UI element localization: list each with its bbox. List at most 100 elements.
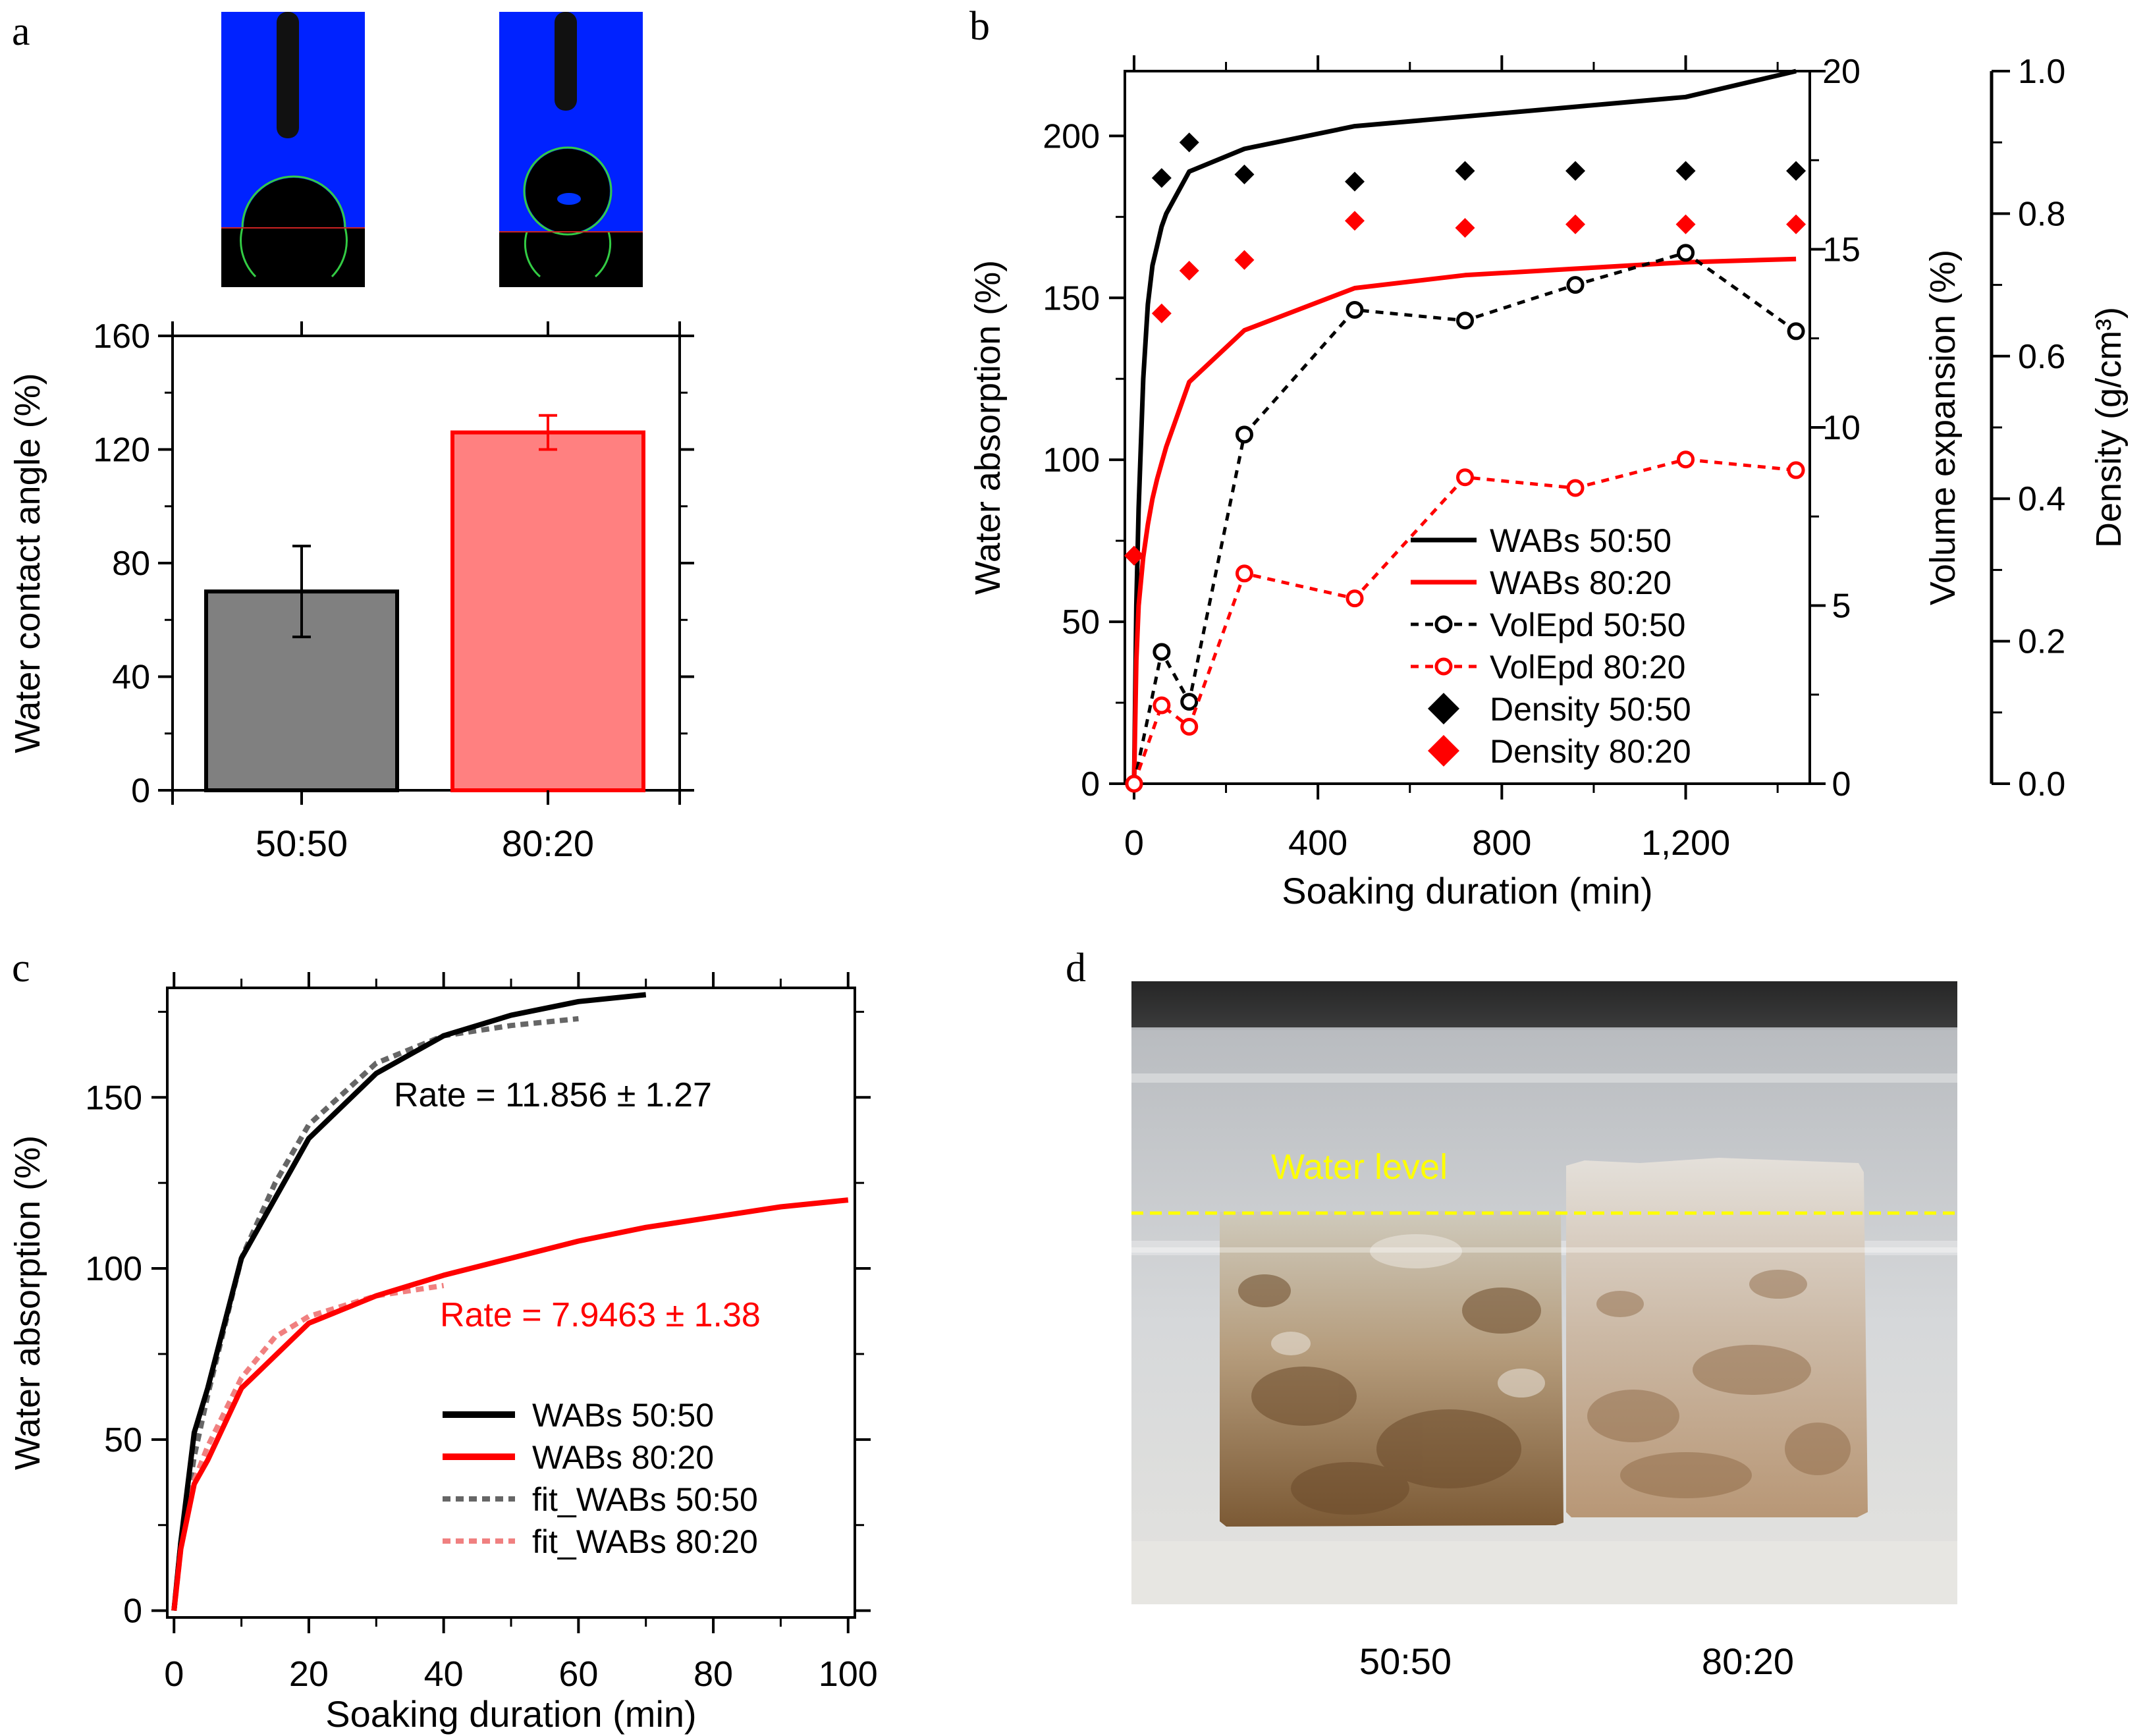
x-tick-label-80-20: 80:20 (502, 823, 594, 864)
y-tick-label-a: 80 (112, 545, 150, 583)
point-density-80-20 (1786, 214, 1807, 234)
y-tick-label-b: 0 (1081, 765, 1100, 803)
point-volepd-80-20 (1566, 479, 1585, 497)
legend-marker-volepd-80-20 (1434, 657, 1453, 676)
y-tick-label-b: 100 (1043, 441, 1100, 479)
y3-tick-label-b: 1.0 (2018, 53, 2065, 91)
y-tick-label-a: 120 (93, 431, 150, 470)
point-density-50-50 (1179, 132, 1199, 153)
x-tick-label-b: 1,200 (1641, 823, 1730, 863)
droplet-image-50-50 (221, 12, 365, 287)
x-tick-label-c: 20 (289, 1654, 329, 1694)
point-density-80-20 (1565, 214, 1586, 234)
y-axis-label-c: Water absorption (%) (8, 1135, 47, 1470)
sample-label-50-50: 50:50 (1359, 1641, 1452, 1682)
point-density-80-20 (1234, 250, 1255, 270)
y-tick-label-b: 150 (1043, 279, 1100, 317)
y-tick-label-a: 0 (131, 772, 150, 810)
y3-tick-label-b: 0.8 (2018, 195, 2065, 233)
chart-c: 0 20 40 60 80 100 Soaking duration (min) 0 50 100… (8, 972, 878, 1735)
y-tick-label-a: 160 (93, 317, 150, 356)
point-density-50-50 (1565, 161, 1586, 181)
point-density-50-50 (1151, 168, 1172, 188)
y-tick-label-c: 150 (85, 1079, 142, 1117)
series-line-volepd-80-20 (1132, 458, 1797, 784)
x-tick-label-b: 800 (1472, 823, 1531, 863)
y-tick-label-b: 50 (1062, 603, 1100, 641)
point-volepd-80-20 (1180, 717, 1199, 736)
point-volepd-50-50 (1235, 425, 1253, 444)
point-volepd-50-50 (1566, 276, 1585, 294)
legend-marker-density-80-20 (1428, 735, 1459, 767)
x-tick-label-c: 0 (164, 1654, 184, 1694)
series-line-volepd-50-50 (1132, 251, 1797, 784)
point-volepd-80-20 (1677, 450, 1695, 469)
point-density-50-50 (1786, 161, 1807, 181)
point-density-80-20 (1455, 218, 1475, 238)
x-axis-label-c: Soaking duration (min) (325, 1693, 696, 1735)
y-tick-label-c: 50 (104, 1421, 142, 1459)
point-density-80-20 (1179, 260, 1199, 281)
panel-letter-b: b (969, 4, 990, 49)
panel-letter-d: d (1066, 946, 1086, 990)
y-tick-label-a: 40 (112, 659, 150, 697)
legend-label-fit-wabs-50-50: fit_WABs 50:50 (532, 1481, 758, 1518)
point-volepd-50-50 (1345, 300, 1364, 319)
y2-tick-label-b: 10 (1822, 409, 1861, 447)
legend-marker-density-50-50 (1428, 693, 1459, 724)
point-volepd-80-20 (1456, 468, 1475, 487)
panel-letter-c: c (12, 946, 30, 990)
series-line-fit-wabs-50-50 (171, 1016, 579, 1611)
y2-tick-label-b: 0 (1832, 765, 1851, 803)
y-axis-label-a: Water contact angle (%) (8, 373, 47, 753)
legend-label-wabs-80-20: WABs 80:20 (532, 1439, 714, 1476)
point-volepd-50-50 (1456, 312, 1475, 330)
legend-marker-volepd-50-50 (1434, 615, 1453, 634)
point-density-80-20 (1675, 214, 1696, 234)
x-tick-label-c: 60 (558, 1654, 598, 1694)
series-line-wabs-50-50 (1131, 68, 1797, 784)
y3-tick-label-b: 0.2 (2018, 623, 2065, 661)
point-density-50-50 (1344, 171, 1365, 192)
series-line-wabs-80-20 (171, 1197, 849, 1612)
point-volepd-80-20 (1345, 589, 1364, 608)
point-volepd-50-50 (1153, 643, 1171, 661)
x-axis-label-b: Soaking duration (min) (1282, 870, 1652, 911)
y3-axis-label-b: Density (g/cm³) (2089, 307, 2129, 548)
x-tick-label-c: 80 (693, 1654, 733, 1694)
series-line-wabs-80-20 (1131, 256, 1797, 784)
x-tick-label-50-50: 50:50 (256, 823, 348, 864)
droplet-image-80-20 (499, 12, 643, 287)
y3-tick-label-b: 0.4 (2018, 480, 2065, 518)
point-volepd-80-20 (1153, 696, 1171, 715)
point-volepd-50-50 (1677, 244, 1695, 262)
legend-label-volepd-80-20: VolEpd 80:20 (1490, 649, 1686, 686)
annotation-rate-50-50: Rate = 11.856 ± 1.27 (394, 1076, 712, 1114)
legend-label-wabs-80-20: WABs 80:20 (1490, 564, 1671, 601)
y2-tick-label-b: 15 (1822, 231, 1861, 269)
legend-label-density-50-50: Density 50:50 (1490, 691, 1691, 728)
legend-label-fit-wabs-80-20: fit_WABs 80:20 (532, 1523, 758, 1560)
point-density-50-50 (1675, 161, 1696, 181)
chart-a: 0 40 80 120 160 50:50 80:20 Water contact angle… (8, 317, 694, 864)
point-density-50-50 (1455, 161, 1475, 181)
panel-letter-a: a (12, 9, 30, 54)
legend-label-density-80-20: Density 80:20 (1490, 733, 1691, 770)
point-density-80-20 (1344, 211, 1365, 231)
x-tick-label-c: 40 (424, 1654, 464, 1694)
legend-label-wabs-50-50: WABs 50:50 (532, 1397, 714, 1434)
y2-axis-label-b: Volume expansion (%) (1923, 250, 1963, 605)
y-tick-label-c: 100 (85, 1250, 142, 1288)
point-volepd-50-50 (1787, 322, 1805, 340)
x-tick-label-c: 100 (819, 1654, 878, 1694)
point-volepd-80-20 (1125, 774, 1143, 793)
annotation-rate-80-20: Rate = 7.9463 ± 1.38 (440, 1296, 761, 1334)
point-volepd-50-50 (1180, 693, 1199, 711)
y2-tick-label-b: 5 (1832, 587, 1851, 626)
y-tick-label-b: 200 (1043, 117, 1100, 155)
point-density-80-20 (1124, 545, 1144, 566)
photo-soaking-samples (1131, 981, 1957, 1604)
series-line-wabs-50-50 (171, 992, 647, 1611)
